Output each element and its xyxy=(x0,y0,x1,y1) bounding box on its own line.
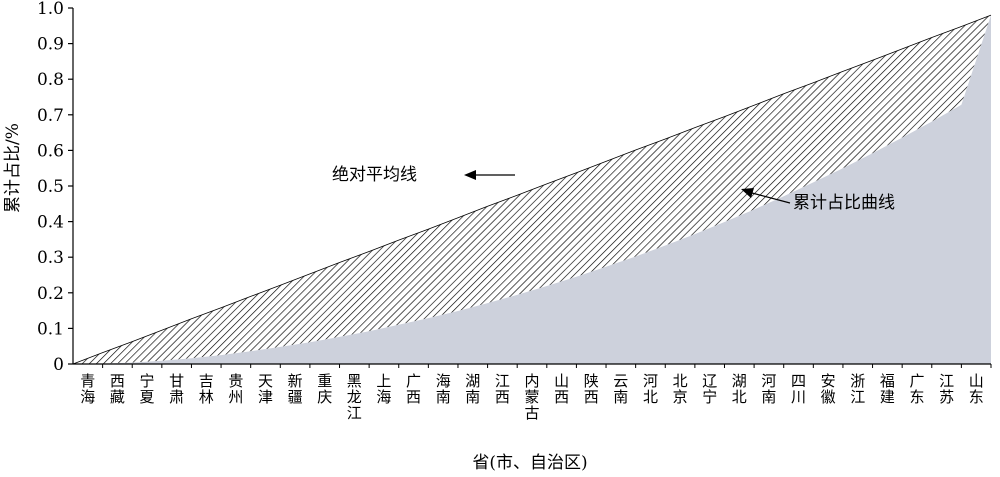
x-tick-label: 广西 xyxy=(406,372,421,406)
annotation-curve-label: 累计占比曲线 xyxy=(793,193,895,213)
x-tick-label: 黑龙江 xyxy=(347,372,362,422)
y-ticks: 0 0.1 0.2 0.3 0.4 0.5 0.6 0.7 0.8 0.9 1.0 xyxy=(37,0,73,375)
x-tick-label: 云南 xyxy=(613,372,628,406)
x-tick-label: 河南 xyxy=(761,372,776,406)
x-tick-label: 天津 xyxy=(258,372,273,406)
x-tick-label: 山西 xyxy=(554,372,569,406)
x-tick-label: 内蒙古 xyxy=(524,372,539,422)
y-tick-label: 0.9 xyxy=(37,35,64,55)
axes: 0 0.1 0.2 0.3 0.4 0.5 0.6 0.7 0.8 0.9 1.0 青海西藏宁夏甘肃… xyxy=(37,0,992,422)
x-axis-title: 省(市、自治区) xyxy=(472,453,587,473)
x-ticks: 青海西藏宁夏甘肃吉林贵州天津新疆重庆黑龙江上海广西海南湖南江西内蒙古山西陕西云南… xyxy=(80,364,992,422)
y-tick-label: 0.3 xyxy=(37,248,64,268)
x-tick-label: 新疆 xyxy=(288,372,303,406)
y-tick-label: 0 xyxy=(53,355,64,375)
y-tick-label: 1.0 xyxy=(37,0,64,19)
y-tick-label: 0.6 xyxy=(37,141,64,161)
annotation-equality-label: 绝对平均线 xyxy=(332,165,417,185)
x-tick-label: 河北 xyxy=(643,372,658,406)
x-tick-label: 西藏 xyxy=(110,372,125,406)
annotation-curve-arrow xyxy=(751,192,791,204)
annotation-curve-arrowhead xyxy=(741,188,754,198)
annotation-equality-line: 绝对平均线 xyxy=(332,165,515,185)
x-tick-label: 四川 xyxy=(791,372,806,406)
x-tick-label: 宁夏 xyxy=(139,372,154,406)
x-tick-label: 辽宁 xyxy=(702,372,717,406)
x-tick-label: 江苏 xyxy=(939,372,954,406)
x-tick-label: 安徽 xyxy=(821,372,836,406)
x-tick-label: 青海 xyxy=(80,372,95,406)
cumulative-share-filled-area xyxy=(73,15,991,364)
x-tick-label: 江西 xyxy=(495,372,510,406)
y-tick-label: 0.4 xyxy=(37,213,64,233)
y-tick-label: 0.8 xyxy=(37,70,64,90)
y-tick-label: 0.1 xyxy=(37,319,64,339)
annotation-cumulative-curve: 累计占比曲线 xyxy=(741,188,895,213)
x-tick-label: 重庆 xyxy=(317,372,332,406)
x-tick-label: 甘肃 xyxy=(169,372,184,406)
x-tick-label: 北京 xyxy=(673,372,688,406)
plot-areas xyxy=(72,14,992,365)
y-axis-title: 累计占比/% xyxy=(3,123,23,213)
x-tick-label: 海南 xyxy=(436,372,451,406)
x-tick-label: 山东 xyxy=(969,372,984,406)
equality-line xyxy=(72,14,992,365)
x-tick-label: 陕西 xyxy=(584,372,599,406)
x-tick-label: 湖北 xyxy=(732,372,747,406)
x-tick-label: 广东 xyxy=(909,372,924,406)
y-tick-label: 0.5 xyxy=(37,177,64,197)
x-tick-label: 贵州 xyxy=(228,372,243,406)
x-tick-label: 吉林 xyxy=(199,372,214,406)
y-tick-label: 0.2 xyxy=(37,284,64,304)
x-tick-label: 上海 xyxy=(376,372,391,406)
x-tick-label: 福建 xyxy=(880,372,895,406)
y-tick-label: 0.7 xyxy=(37,106,64,126)
x-tick-label: 浙江 xyxy=(850,372,865,406)
x-tick-label: 湖南 xyxy=(465,372,480,406)
annotation-equality-arrowhead xyxy=(464,170,476,180)
